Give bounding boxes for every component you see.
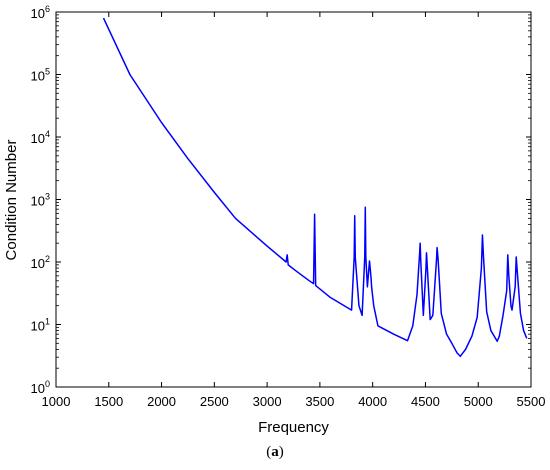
x-tick-label: 3500 xyxy=(305,394,334,409)
x-axis-label: Frequency xyxy=(258,419,329,436)
caption-close-paren: ) xyxy=(278,444,284,460)
x-tick-label: 4500 xyxy=(411,394,440,409)
condition-number-series-line xyxy=(102,17,528,358)
y-tick-label: 102 xyxy=(31,254,50,271)
x-tick-label: 1000 xyxy=(42,394,71,409)
x-axis-ticks: 1000 1500 2000 2500 3000 3500 4000 4500 5000 5500 xyxy=(42,12,546,409)
y-axis-label: Condition Number xyxy=(3,140,20,261)
x-tick-label: 5500 xyxy=(517,394,546,409)
x-tick-label: 1500 xyxy=(94,394,123,409)
y-tick-label: 101 xyxy=(31,317,50,334)
y-axis-ticks: 100 101 102 103 104 105 106 xyxy=(31,4,531,396)
figure-caption: (a) xyxy=(0,444,550,461)
x-tick-label: 3000 xyxy=(253,394,282,409)
y-tick-label: 106 xyxy=(31,4,50,21)
x-tick-label: 4000 xyxy=(358,394,387,409)
x-tick-label: 5000 xyxy=(464,394,493,409)
y-tick-label: 103 xyxy=(31,192,50,209)
condition-number-chart: 1000 1500 2000 2500 3000 3500 4000 4500 5000 5500… xyxy=(3,4,546,436)
y-tick-label: 104 xyxy=(31,129,50,146)
y-tick-label: 105 xyxy=(31,67,50,84)
caption-letter: a xyxy=(271,444,279,460)
y-tick-label: 100 xyxy=(31,379,50,396)
x-tick-label: 2500 xyxy=(200,394,229,409)
caption-open-paren: ( xyxy=(266,444,272,460)
x-tick-label: 2000 xyxy=(147,394,176,409)
plot-area-frame xyxy=(55,11,532,388)
